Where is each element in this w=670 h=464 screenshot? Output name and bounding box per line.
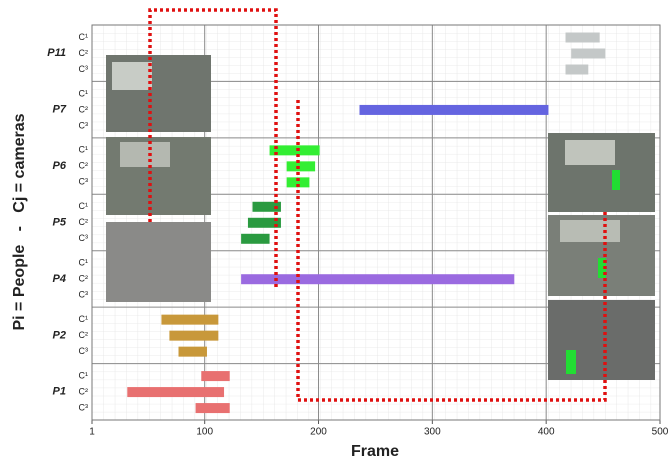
x-tick-label: 1	[89, 427, 95, 438]
group-label: P6	[53, 160, 67, 172]
bar	[566, 65, 589, 75]
person-blob	[566, 350, 576, 374]
camera-label: C³	[79, 177, 89, 187]
camera-label: C²	[79, 48, 89, 58]
camera-label: C³	[79, 120, 89, 130]
person-blob	[612, 170, 620, 190]
camera-label: C¹	[79, 145, 89, 155]
group-label: P11	[47, 47, 66, 59]
camera-label: C³	[79, 290, 89, 300]
group-label: P4	[53, 273, 66, 285]
bar	[571, 49, 605, 59]
camera-label: C²	[79, 330, 89, 340]
camera-image	[112, 62, 152, 90]
bar	[201, 371, 229, 381]
x-tick-label: 400	[538, 427, 555, 438]
group-label: P7	[53, 104, 67, 116]
camera-label: C¹	[79, 258, 89, 268]
x-tick-label: 500	[652, 427, 669, 438]
camera-label: C³	[79, 64, 89, 74]
group-label: P1	[53, 386, 66, 398]
camera-label: C¹	[79, 314, 89, 324]
camera-label: C²	[79, 104, 89, 114]
bar	[241, 274, 514, 284]
camera-label: C²	[79, 274, 89, 284]
x-axis-label: Frame	[351, 443, 399, 460]
x-tick-label: 100	[196, 427, 213, 438]
camera-image	[120, 142, 170, 167]
camera-label: C²	[79, 386, 89, 396]
camera-label: C²	[79, 161, 89, 171]
group-label: P2	[53, 329, 66, 341]
group-label: P5	[53, 216, 67, 228]
bar	[179, 347, 207, 357]
camera-label: C³	[79, 346, 89, 356]
camera-image	[548, 300, 655, 380]
bar	[241, 234, 269, 244]
bar	[566, 33, 600, 43]
y-axis-label: Pi = People - Cj = cameras	[11, 113, 28, 330]
camera-label: C¹	[79, 88, 89, 98]
camera-label: C³	[79, 402, 89, 412]
camera-image	[565, 140, 615, 165]
bar	[359, 105, 548, 115]
bar	[196, 403, 230, 413]
bar	[287, 161, 315, 171]
camera-image	[106, 222, 211, 302]
bar	[127, 387, 224, 397]
camera-label: C²	[79, 217, 89, 227]
chart: 1 100 200 300 400 500 P11 C¹ C² C³ P7 C¹ C² C³ P6 C¹ C² C…	[0, 0, 670, 464]
x-tick-label: 300	[424, 427, 441, 438]
camera-label: C¹	[79, 201, 89, 211]
x-tick-label: 200	[310, 427, 327, 438]
camera-label: C¹	[79, 370, 89, 380]
bar	[161, 315, 218, 325]
camera-label: C³	[79, 233, 89, 243]
camera-label: C¹	[79, 32, 89, 42]
bar	[169, 331, 218, 341]
camera-image	[560, 220, 620, 242]
